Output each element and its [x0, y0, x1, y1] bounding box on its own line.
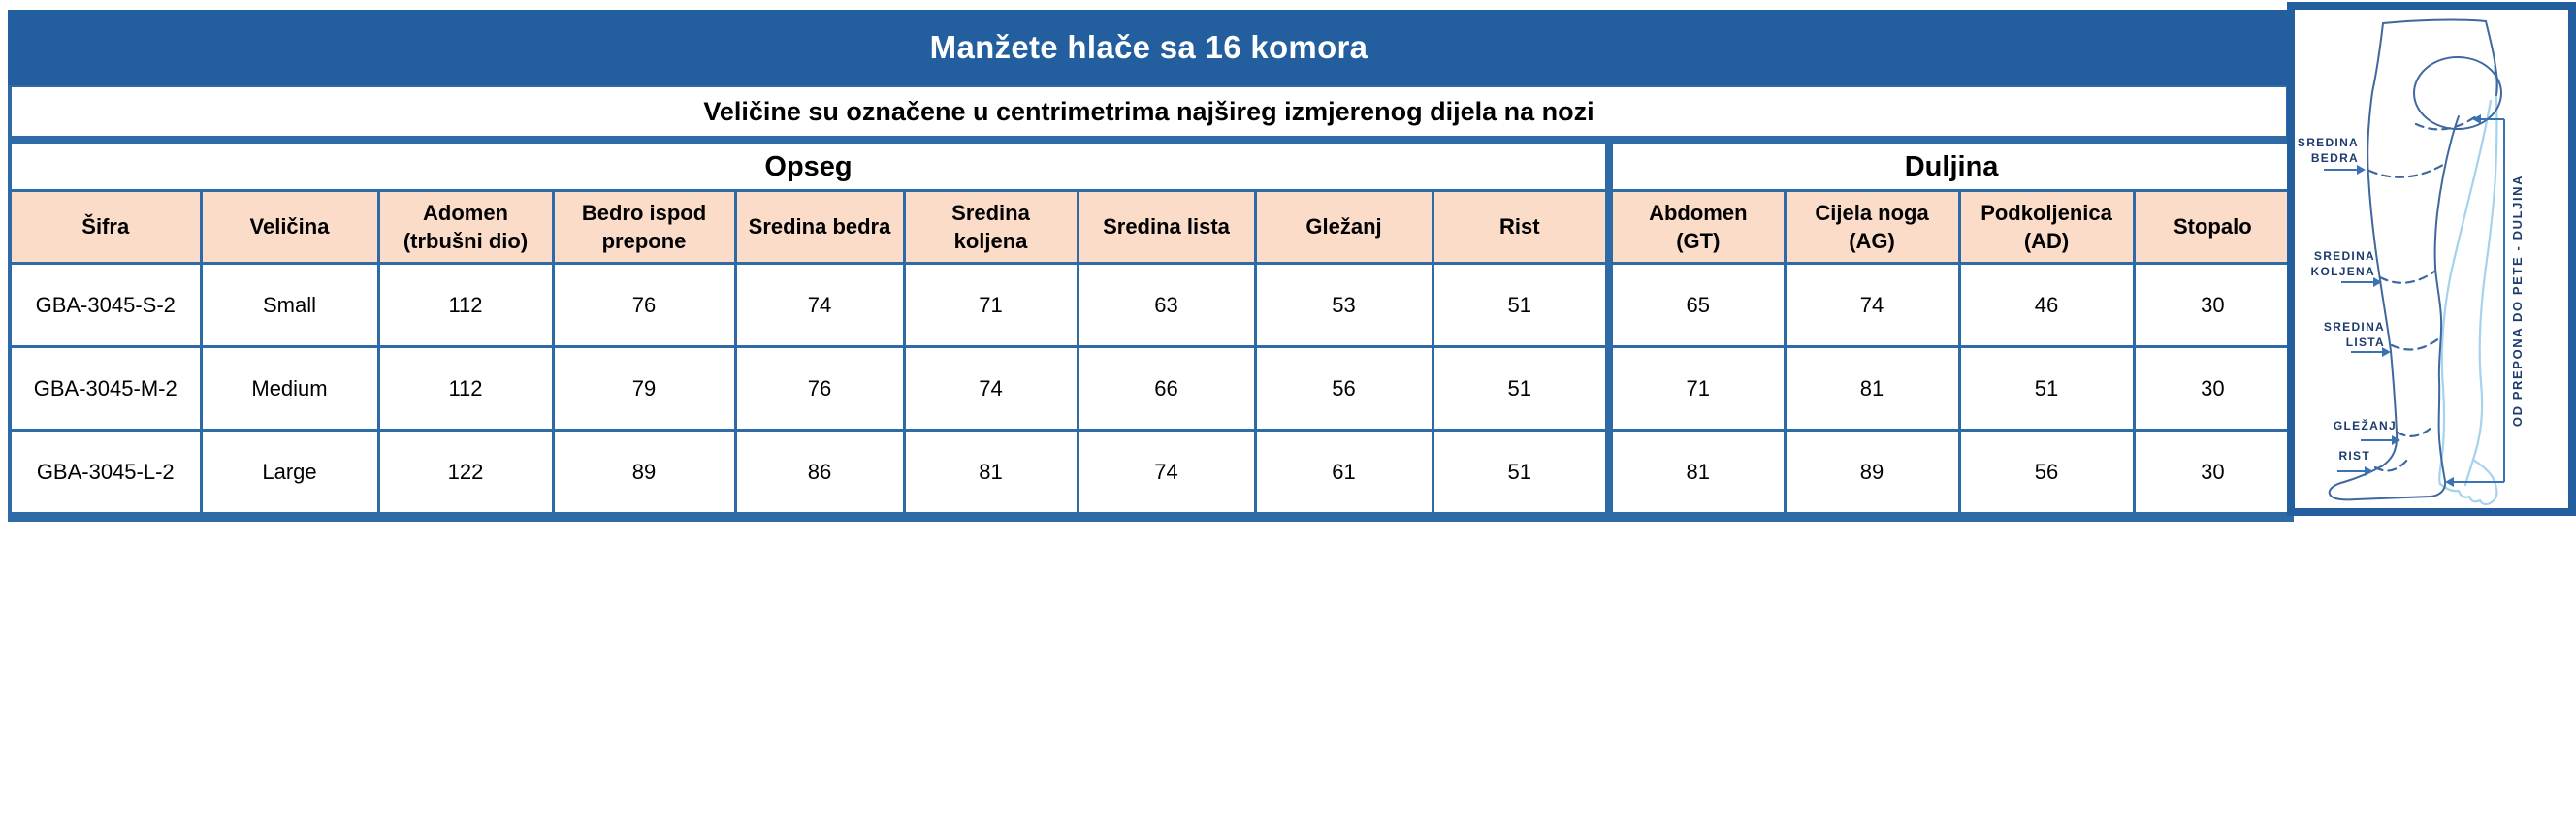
cell-value: 71	[1605, 345, 1787, 432]
cell-code: GBA-3045-S-2	[8, 262, 203, 348]
diagram-label-glezanj: GLEŽANJ	[2334, 418, 2397, 433]
cell-value: 89	[551, 429, 737, 519]
cell-value: 76	[733, 345, 906, 432]
pointer-koljena-arrowhead	[2373, 277, 2382, 287]
leg-back-silhouette	[2463, 64, 2498, 487]
cell-value: 86	[733, 429, 906, 519]
measure-arrowhead-bottom	[2445, 477, 2454, 487]
cell-value: 51	[1431, 262, 1611, 348]
leg-diagram: SREDINA BEDRA SREDINA KOLJENA SREDINA LI…	[2298, 18, 2525, 506]
measure-arrowhead-top	[2472, 114, 2481, 124]
cell-value: 30	[2132, 262, 2294, 348]
cell-value: 51	[1431, 429, 1611, 519]
cell-value: 122	[376, 429, 555, 519]
column-header-velicina: Veličina	[199, 189, 380, 265]
cell-value: 63	[1076, 262, 1257, 348]
leg-front-silhouette	[2438, 99, 2493, 486]
dashed-arc-koljeno	[2378, 270, 2436, 284]
cell-value: 76	[551, 262, 737, 348]
column-header-bedro-ispod-prepone: Bedro ispod prepone	[551, 189, 737, 265]
column-header-stopalo: Stopalo	[2132, 189, 2294, 265]
cell-value: 74	[1076, 429, 1257, 519]
cell-value: 81	[1605, 429, 1787, 519]
dashed-arc-hip	[2414, 114, 2478, 131]
diagram-label-sredina-bedra-2: BEDRA	[2311, 151, 2359, 165]
cell-value: 51	[1431, 345, 1611, 432]
pant-right-edge	[2485, 20, 2498, 96]
cell-value: 46	[1957, 262, 2136, 348]
hip-circle	[2413, 56, 2502, 130]
cell-size: Small	[199, 262, 380, 348]
cell-value: 56	[1253, 345, 1434, 432]
column-header-glezanj: Gležanj	[1253, 189, 1434, 265]
column-header-sredina-lista: Sredina lista	[1076, 189, 1257, 265]
table-row-small: GBA-3045-S-2 Small 112 76 74 71 63 53 51…	[8, 262, 2294, 348]
dashed-arc-list	[2390, 336, 2442, 351]
column-header-abdomen-gt: Abdomen (GT)	[1605, 189, 1787, 265]
diagram-label-sredina-bedra: SREDINA	[2298, 136, 2359, 149]
cell-value: 51	[1957, 345, 2136, 432]
cell-value: 66	[1076, 345, 1257, 432]
cell-value: 56	[1957, 429, 2136, 519]
cell-value: 79	[551, 345, 737, 432]
dashed-arc-glezanj	[2396, 425, 2434, 437]
diagram-label-rist: RIST	[2338, 449, 2370, 463]
size-table: Opseg Duljina Šifra Veličina Adomen (trb…	[8, 142, 2295, 522]
column-header-sifra: Šifra	[8, 189, 203, 265]
cell-size: Medium	[199, 345, 380, 432]
table-row-medium: GBA-3045-M-2 Medium 112 79 76 74 66 56 5…	[8, 345, 2294, 432]
leg-back-outline	[2433, 115, 2460, 449]
column-header-rist: Rist	[1431, 189, 1611, 265]
cell-value: 61	[1253, 429, 1434, 519]
pant-top-edge	[2382, 18, 2487, 24]
cell-value: 112	[376, 345, 555, 432]
cell-value: 30	[2132, 345, 2294, 432]
cell-value: 30	[2132, 429, 2294, 519]
leg-toes	[2438, 458, 2498, 506]
cell-value: 65	[1605, 262, 1787, 348]
cell-value: 53	[1253, 262, 1434, 348]
cell-size: Large	[199, 429, 380, 519]
pointer-rist-arrowhead	[2365, 466, 2373, 476]
leg-diagram-panel: SREDINA BEDRA SREDINA KOLJENA SREDINA LI…	[2287, 2, 2576, 516]
pointer-bedra-arrowhead	[2357, 165, 2366, 175]
diagram-label-sredina-koljena: SREDINA	[2314, 249, 2375, 263]
cell-value: 89	[1783, 429, 1961, 519]
column-header-sredina-koljena: Sredina koljena	[902, 189, 1079, 265]
dashed-arc-rist	[2373, 457, 2410, 472]
diagram-label-sredina-lista-2: LISTA	[2346, 336, 2385, 349]
length-measure-line	[2450, 118, 2505, 483]
size-chart: Manžete hlače sa 16 komora Veličine su o…	[8, 10, 2295, 522]
diagram-label-sredina-lista: SREDINA	[2324, 320, 2385, 334]
cell-code: GBA-3045-M-2	[8, 345, 203, 432]
group-header-duljina: Duljina	[1605, 142, 2294, 192]
column-header-cijela-noga-ag: Cijela noga (AG)	[1783, 189, 1961, 265]
column-header-adomen: Adomen (trbušni dio)	[376, 189, 555, 265]
cell-value: 112	[376, 262, 555, 348]
table-subtitle: Veličine su označene u centrimetrima naj…	[8, 85, 2290, 142]
cell-code: GBA-3045-L-2	[8, 429, 203, 519]
group-header-row: Opseg Duljina	[8, 142, 2294, 192]
column-header-podkoljenica-ad: Podkoljenica (AD)	[1957, 189, 2136, 265]
cell-value: 71	[902, 262, 1079, 348]
table-row-large: GBA-3045-L-2 Large 122 89 86 81 74 61 51…	[8, 429, 2294, 519]
page-title: Manžete hlače sa 16 komora	[8, 10, 2290, 85]
pointer-lista-arrowhead	[2382, 347, 2391, 357]
dashed-arc-bedro	[2367, 163, 2445, 178]
cell-value: 74	[1783, 262, 1961, 348]
cell-value: 74	[902, 345, 1079, 432]
diagram-vertical-label: OD PREPONA DO PETE - DULJINA	[2510, 175, 2525, 427]
cell-value: 81	[1783, 345, 1961, 432]
diagram-label-sredina-koljena-2: KOLJENA	[2311, 265, 2375, 278]
cell-value: 81	[902, 429, 1079, 519]
column-header-row: Šifra Veličina Adomen (trbušni dio) Bedr…	[8, 189, 2294, 265]
column-header-sredina-bedra: Sredina bedra	[733, 189, 906, 265]
group-header-opseg: Opseg	[8, 142, 1611, 192]
pointer-glezanj-arrowhead	[2392, 435, 2400, 445]
cell-value: 74	[733, 262, 906, 348]
